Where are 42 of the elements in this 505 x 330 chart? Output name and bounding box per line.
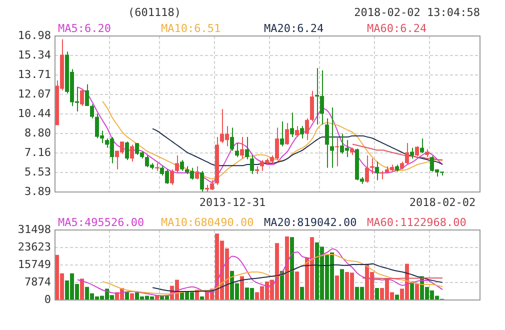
bar xyxy=(335,276,339,300)
text: MA60:6.24 xyxy=(367,22,427,35)
y-tick-label: 16.98 xyxy=(18,29,51,42)
text: MA20:819042.00 xyxy=(264,216,357,229)
y-tick-label: 0 xyxy=(44,293,51,306)
bar xyxy=(80,278,84,300)
text: MA10:680490.00 xyxy=(161,216,254,229)
bar xyxy=(340,269,344,300)
y-tick-label: 5.53 xyxy=(24,165,51,178)
y-tick-label: 7.16 xyxy=(24,146,51,160)
line-series xyxy=(102,254,443,294)
bar xyxy=(295,272,299,300)
bar xyxy=(290,237,294,300)
y-tick-label: 23623 xyxy=(18,240,51,254)
text: MA10:6.51 xyxy=(161,22,221,35)
text: MA5:6.20 xyxy=(58,22,111,35)
y-tick-label: 8.80 xyxy=(24,126,51,140)
y-tick-label: 3.89 xyxy=(24,185,51,198)
text: 2018-02-02 13:04:58 xyxy=(354,6,480,19)
y-tick-label: 12.07 xyxy=(18,88,51,101)
bar xyxy=(300,286,304,300)
line-series xyxy=(152,263,443,292)
text: MA5:495526.00 xyxy=(58,216,144,229)
x-tick-label: 2013-12-31 xyxy=(199,196,266,209)
text: MA60:1122968.00 xyxy=(367,216,466,229)
y-tick-label: 13.71 xyxy=(18,68,51,81)
line-series xyxy=(77,248,443,296)
bar xyxy=(415,283,419,300)
y-tick-label: 31498 xyxy=(18,223,51,236)
y-tick-label: 15749 xyxy=(18,258,51,272)
y-tick-label: 15.34 xyxy=(18,48,52,62)
y-tick-label: 7874 xyxy=(24,276,52,289)
bar xyxy=(395,294,399,300)
bar xyxy=(285,236,289,300)
bar xyxy=(240,276,244,300)
bar xyxy=(375,288,379,300)
text: MA20:6.24 xyxy=(264,22,324,35)
bar xyxy=(130,293,134,300)
y-tick-label: 10.44 xyxy=(18,106,52,120)
chart-title: (601118) xyxy=(128,6,181,19)
candlestick xyxy=(155,163,159,171)
x-tick-label: 2018-02-02 xyxy=(409,196,476,209)
